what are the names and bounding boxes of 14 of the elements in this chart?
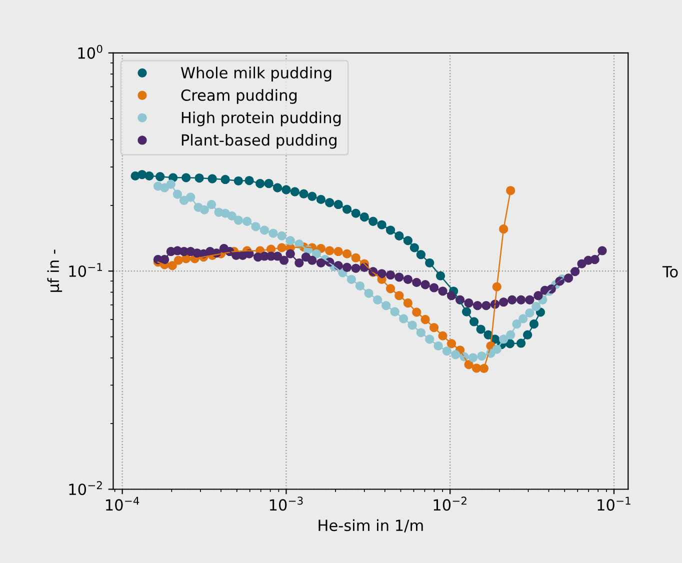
- y-tick-label: 10$^{0}$: [78, 44, 102, 59]
- x-tick-label: 10$^{−1}$: [598, 496, 630, 511]
- x-tick-label: 10$^{−3}$: [270, 496, 303, 511]
- x-tick-label: 10$^{−2}$: [434, 496, 466, 511]
- y-axis-title: µf in -: [47, 250, 62, 292]
- legend-label: High protein pudding: [182, 112, 341, 126]
- x-axis-title: He-sim in 1/m: [318, 519, 423, 532]
- y-tick-label: 10$^{−1}$: [69, 263, 102, 277]
- legend-label: Whole milk pudding: [180, 66, 332, 82]
- legend-label: Plant-based pudding: [182, 134, 336, 149]
- legend-label: Cream pudding: [181, 89, 297, 104]
- x-tick-label: 10$^{−4}$: [106, 496, 140, 511]
- text: To: [662, 266, 678, 278]
- y-tick-label: 10$^{−2}$: [69, 481, 102, 496]
